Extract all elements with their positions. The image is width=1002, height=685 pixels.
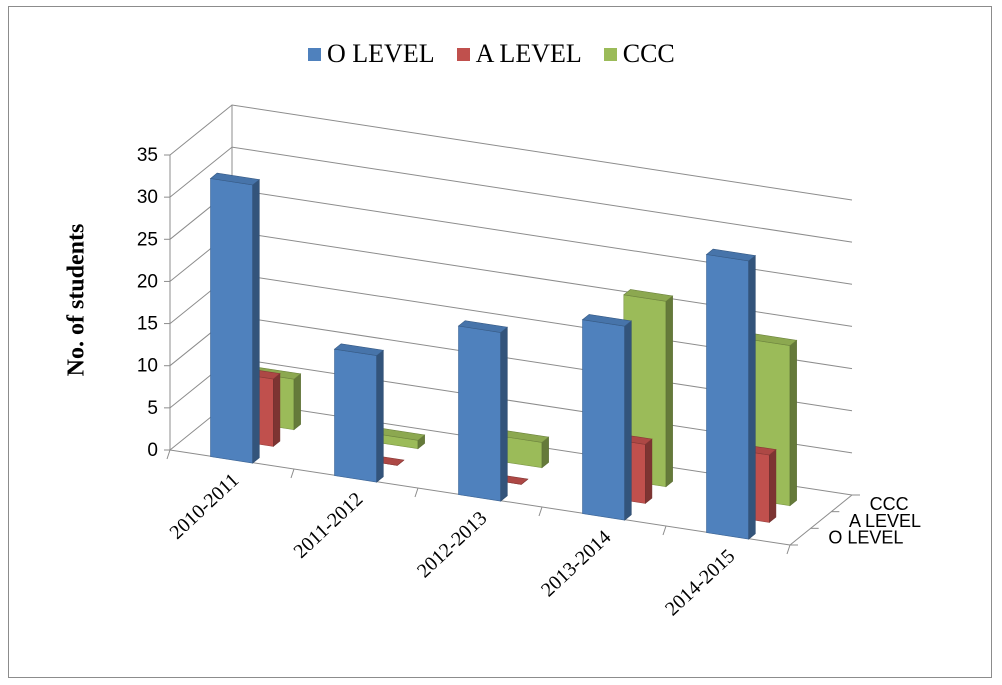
bar-side-face <box>252 178 260 464</box>
bar-top-face <box>581 314 633 327</box>
x-tick-mark <box>290 468 295 479</box>
depth-tick-label: A LEVEL <box>849 511 921 531</box>
legend-item-ccc: CCC <box>603 39 675 69</box>
bar-side-face <box>376 349 384 483</box>
depth-tick-label: O LEVEL <box>828 527 903 547</box>
legend-item-a-level: A LEVEL <box>456 39 582 69</box>
bar-side-face <box>748 254 756 540</box>
x-tick-mark <box>414 487 419 498</box>
x-tick-mark <box>166 449 171 460</box>
y-tick-label: 25 <box>137 229 158 250</box>
bar-side-face <box>272 372 281 448</box>
bar-front-face <box>706 254 750 540</box>
y-tick-label: 35 <box>137 145 158 166</box>
y-tick-label: 10 <box>137 356 158 377</box>
bar-side-face <box>768 448 777 524</box>
legend-swatch-a-level <box>456 47 470 61</box>
y-tick-label: 0 <box>147 440 158 461</box>
x-tick-mark <box>538 506 543 517</box>
bar <box>457 320 509 502</box>
chart-bars <box>209 172 798 540</box>
y-tick-label: 15 <box>137 314 158 335</box>
bar <box>581 314 633 521</box>
bar-side-face <box>789 339 797 507</box>
x-tick-mark <box>786 544 791 555</box>
x-tick-label: 2010-2011 <box>166 469 244 544</box>
bar-top-face <box>457 320 509 333</box>
legend-label-a-level: A LEVEL <box>475 39 582 68</box>
bar-front-face <box>458 325 502 502</box>
legend-item-o-level: O LEVEL <box>308 39 435 69</box>
depth-axis-line <box>789 494 853 546</box>
bar-front-face <box>582 319 626 521</box>
bar-top-face <box>623 289 674 302</box>
y-tick-label: 30 <box>137 187 158 208</box>
bar-side-face <box>500 326 508 502</box>
depth-tick-label: CCC <box>870 494 909 514</box>
bar <box>209 172 261 464</box>
legend-label-o-level: O LEVEL <box>327 39 435 68</box>
gridline <box>169 146 853 243</box>
bar-top-face <box>209 172 261 186</box>
bar-side-face <box>644 438 653 505</box>
x-tick-label: 2012-2013 <box>413 507 491 582</box>
bar <box>333 343 385 483</box>
bar-front-face <box>210 178 253 464</box>
bar-top-face <box>333 343 385 356</box>
x-tick-label: 2011-2012 <box>290 488 368 563</box>
chart-legend: O LEVEL A LEVEL CCC <box>308 34 675 74</box>
bar-side-face <box>624 320 632 521</box>
x-tick-label: 2014-2015 <box>661 545 739 620</box>
legend-swatch-o-level <box>308 47 321 61</box>
y-tick-label: 20 <box>137 271 158 292</box>
bar-top-face <box>705 248 757 262</box>
y-axis-label: No. of students <box>64 224 90 377</box>
x-tick-label: 2013-2014 <box>537 526 615 601</box>
bar-side-face <box>665 295 673 488</box>
bar-side-face <box>293 373 301 431</box>
x-tick-mark <box>662 525 667 536</box>
y-tick-label: 5 <box>147 398 158 419</box>
bar-front-face <box>334 348 378 483</box>
bar <box>705 248 757 540</box>
legend-swatch-ccc <box>603 47 617 61</box>
legend-label-ccc: CCC <box>622 39 675 68</box>
gridline <box>169 104 853 201</box>
